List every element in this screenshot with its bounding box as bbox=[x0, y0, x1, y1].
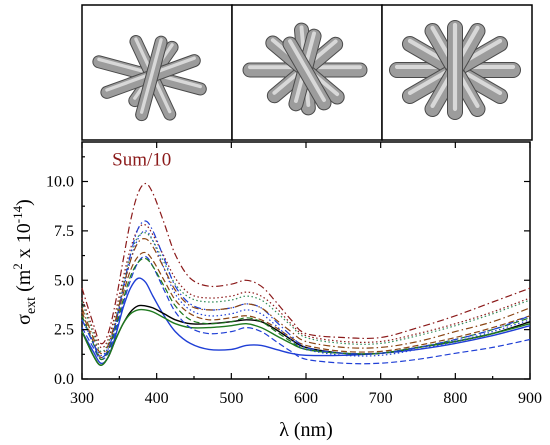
x-tick-label: 600 bbox=[294, 390, 318, 407]
series-line-8 bbox=[81, 232, 531, 353]
x-tick-label: 400 bbox=[145, 390, 169, 407]
x-tick-label: 900 bbox=[518, 390, 542, 407]
series-layer bbox=[81, 182, 531, 366]
eight-rod-cluster-image bbox=[242, 22, 368, 116]
x-tick-label: 500 bbox=[219, 390, 243, 407]
x-tick-label: 800 bbox=[443, 390, 467, 407]
rod-highlight bbox=[139, 38, 163, 114]
y-label-exp: -14 bbox=[10, 205, 25, 223]
inset-panels bbox=[81, 4, 533, 141]
twelve-rod-cluster-image bbox=[389, 20, 521, 120]
series-line-12 bbox=[81, 238, 531, 355]
y-tick-label: 5.0 bbox=[54, 272, 74, 289]
y-tick-label: 10.0 bbox=[46, 174, 74, 191]
series-line-4 bbox=[81, 255, 531, 365]
six-rod-cluster-image bbox=[92, 35, 207, 122]
y-axis-label: σext (m2 x 10-14) bbox=[10, 199, 39, 325]
series-line-9 bbox=[81, 223, 531, 349]
sum-annotation: Sum/10 bbox=[112, 150, 171, 171]
y-label-close: ) bbox=[13, 199, 35, 206]
y-label-open: (m bbox=[13, 269, 35, 297]
rod-highlight bbox=[288, 39, 326, 102]
y-tick-label: 0.0 bbox=[54, 371, 74, 388]
x-tick-label: 300 bbox=[70, 390, 94, 407]
y-label-sq: 2 bbox=[10, 263, 25, 270]
y-label-mid: x 10 bbox=[13, 223, 35, 263]
x-axis-ticks: 300 400 500 600 700 800 900 bbox=[70, 142, 542, 407]
series-line-11 bbox=[81, 220, 531, 359]
y-label-sub: ext bbox=[24, 297, 39, 314]
series-line-1 bbox=[81, 277, 531, 365]
y-tick-label: 2.5 bbox=[54, 322, 74, 339]
x-axis-label: λ (nm) bbox=[279, 419, 333, 441]
y-axis-ticks: 0.0 2.5 5.0 7.5 10.0 bbox=[46, 156, 530, 388]
x-tick-label: 700 bbox=[369, 390, 393, 407]
y-label-main: σ bbox=[13, 314, 35, 325]
series-line-6 bbox=[81, 257, 531, 361]
series-line-10 bbox=[81, 182, 531, 345]
y-tick-label: 7.5 bbox=[54, 223, 74, 240]
